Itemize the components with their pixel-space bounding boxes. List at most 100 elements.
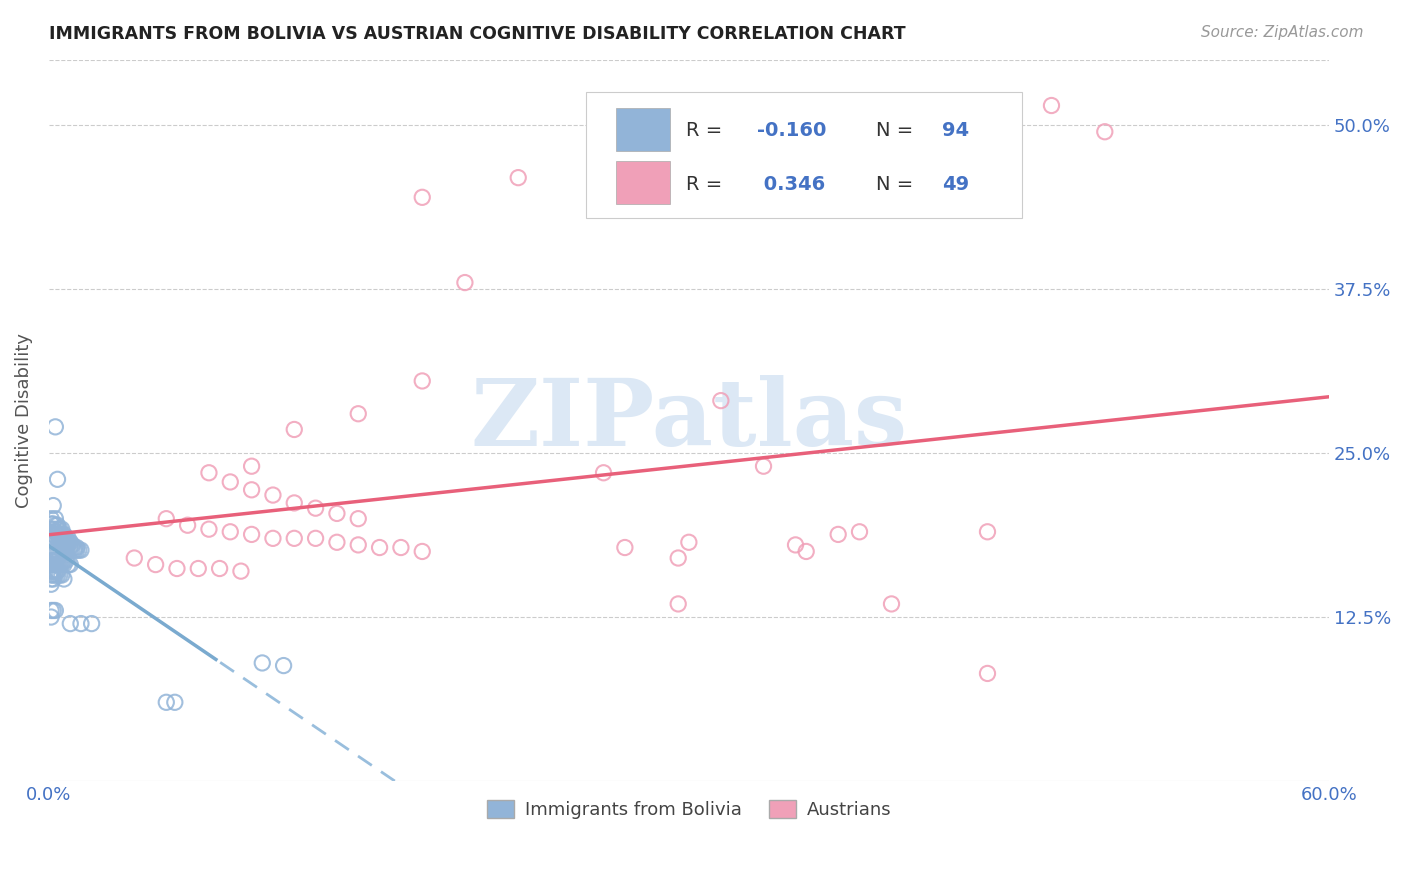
Point bbox=[976, 524, 998, 539]
Point bbox=[48, 532, 70, 546]
Point bbox=[46, 568, 69, 582]
Point bbox=[411, 374, 433, 388]
Point bbox=[124, 551, 146, 566]
Point bbox=[39, 527, 62, 541]
Point bbox=[592, 466, 614, 480]
Point bbox=[55, 538, 77, 552]
Point bbox=[326, 535, 349, 549]
FancyBboxPatch shape bbox=[616, 161, 669, 203]
Point bbox=[304, 501, 326, 516]
Text: R =: R = bbox=[686, 121, 728, 140]
Point bbox=[46, 472, 69, 486]
Point bbox=[51, 527, 73, 541]
Point bbox=[262, 532, 284, 546]
Point bbox=[347, 407, 370, 421]
Point bbox=[39, 558, 62, 572]
Point bbox=[52, 572, 75, 586]
Point bbox=[52, 527, 75, 541]
Point bbox=[39, 610, 62, 624]
Point bbox=[51, 522, 73, 536]
Point bbox=[67, 543, 90, 558]
Legend: Immigrants from Bolivia, Austrians: Immigrants from Bolivia, Austrians bbox=[479, 792, 898, 826]
Point bbox=[508, 170, 530, 185]
Point bbox=[55, 541, 77, 555]
Point bbox=[411, 190, 433, 204]
Point bbox=[44, 420, 66, 434]
Point bbox=[39, 603, 62, 617]
Point bbox=[187, 561, 209, 575]
Point bbox=[51, 568, 73, 582]
Point bbox=[44, 518, 66, 533]
Text: 0.346: 0.346 bbox=[756, 175, 825, 194]
Point bbox=[145, 558, 167, 572]
Point bbox=[52, 538, 75, 552]
Point bbox=[411, 544, 433, 558]
Point bbox=[166, 561, 188, 575]
Point bbox=[39, 564, 62, 578]
Point bbox=[273, 658, 295, 673]
Point bbox=[59, 558, 82, 572]
Point bbox=[52, 554, 75, 568]
Point bbox=[46, 549, 69, 563]
Point bbox=[42, 554, 65, 568]
Point bbox=[63, 541, 86, 555]
Point bbox=[785, 538, 807, 552]
Point bbox=[229, 564, 252, 578]
Point bbox=[389, 541, 412, 555]
Point bbox=[46, 558, 69, 572]
Point bbox=[666, 551, 689, 566]
Point bbox=[42, 603, 65, 617]
Point bbox=[163, 695, 186, 709]
Point bbox=[252, 656, 274, 670]
Point bbox=[240, 527, 263, 541]
Text: IMMIGRANTS FROM BOLIVIA VS AUSTRIAN COGNITIVE DISABILITY CORRELATION CHART: IMMIGRANTS FROM BOLIVIA VS AUSTRIAN COGN… bbox=[49, 25, 905, 43]
Point bbox=[48, 558, 70, 572]
Point bbox=[848, 524, 870, 539]
Point bbox=[155, 511, 177, 525]
Point bbox=[283, 532, 305, 546]
Text: ZIPatlas: ZIPatlas bbox=[470, 376, 907, 466]
Point bbox=[56, 538, 79, 552]
Point bbox=[42, 572, 65, 586]
Point bbox=[44, 564, 66, 578]
Point bbox=[51, 532, 73, 546]
Point bbox=[39, 572, 62, 586]
Point bbox=[44, 549, 66, 563]
Point bbox=[39, 516, 62, 531]
Point bbox=[454, 276, 477, 290]
Point bbox=[56, 558, 79, 572]
Point bbox=[666, 597, 689, 611]
Point bbox=[219, 524, 242, 539]
Point bbox=[46, 527, 69, 541]
Point bbox=[42, 549, 65, 563]
Point bbox=[59, 541, 82, 555]
Point bbox=[1094, 125, 1116, 139]
Point bbox=[70, 543, 93, 558]
Point bbox=[155, 695, 177, 709]
Point bbox=[347, 538, 370, 552]
Point bbox=[66, 543, 89, 558]
FancyBboxPatch shape bbox=[616, 109, 669, 151]
Text: 94: 94 bbox=[942, 121, 969, 140]
Point bbox=[613, 541, 636, 555]
Point bbox=[976, 666, 998, 681]
Point bbox=[51, 535, 73, 549]
Point bbox=[52, 535, 75, 549]
Point bbox=[55, 532, 77, 546]
Point bbox=[347, 511, 370, 525]
Point bbox=[59, 538, 82, 552]
Point bbox=[44, 511, 66, 525]
Point bbox=[42, 527, 65, 541]
Point bbox=[752, 459, 775, 474]
Text: -0.160: -0.160 bbox=[756, 121, 827, 140]
Point bbox=[48, 535, 70, 549]
Point bbox=[262, 488, 284, 502]
Point bbox=[326, 507, 349, 521]
Point bbox=[55, 535, 77, 549]
Point bbox=[44, 524, 66, 539]
Point bbox=[46, 554, 69, 568]
Point bbox=[44, 568, 66, 582]
Point bbox=[39, 522, 62, 536]
Y-axis label: Cognitive Disability: Cognitive Disability bbox=[15, 333, 32, 508]
Point bbox=[48, 522, 70, 536]
